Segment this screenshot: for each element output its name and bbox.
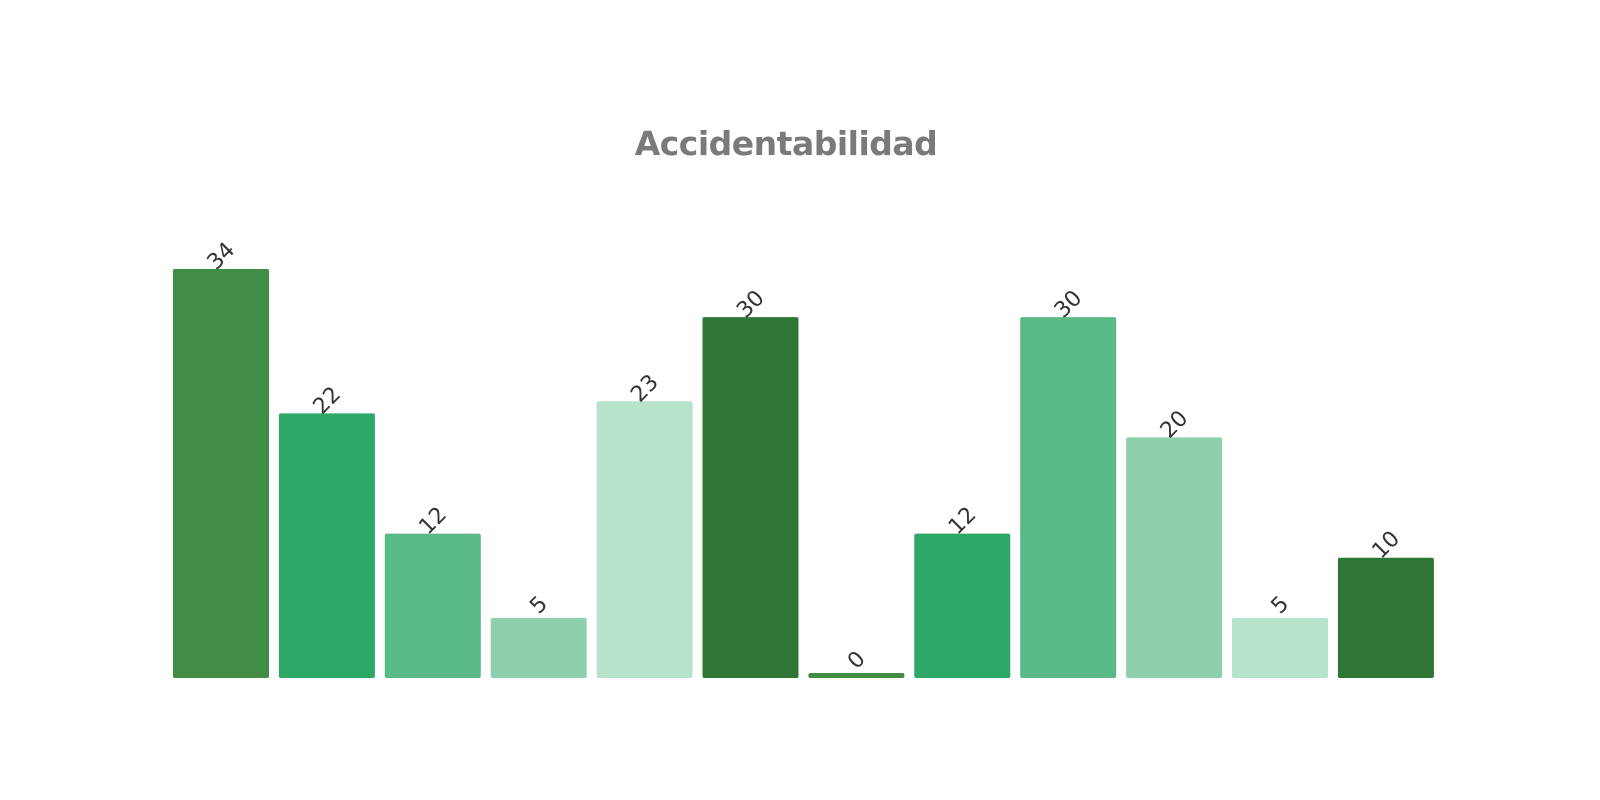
bar-value-label: 5 bbox=[1267, 592, 1295, 620]
bar bbox=[278, 413, 375, 678]
bar-value-label: 0 bbox=[843, 647, 871, 675]
bar bbox=[490, 617, 587, 678]
chart-title: Accidentabilidad bbox=[634, 124, 938, 163]
bar bbox=[808, 673, 905, 678]
bar bbox=[1337, 557, 1434, 678]
bar bbox=[1020, 317, 1117, 678]
bar-value-label: 5 bbox=[525, 592, 553, 620]
bar bbox=[384, 533, 481, 678]
bar bbox=[702, 317, 799, 678]
bar bbox=[914, 533, 1011, 678]
bar bbox=[596, 401, 693, 678]
bar bbox=[1232, 617, 1328, 678]
bar bbox=[1126, 437, 1223, 678]
bar bbox=[173, 269, 269, 678]
